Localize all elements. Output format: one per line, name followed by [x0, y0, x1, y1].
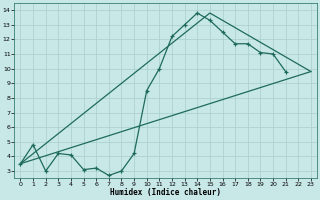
- X-axis label: Humidex (Indice chaleur): Humidex (Indice chaleur): [110, 188, 221, 197]
